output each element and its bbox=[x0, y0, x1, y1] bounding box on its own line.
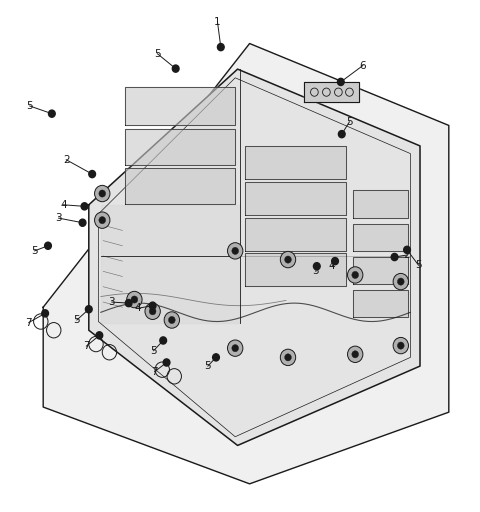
Circle shape bbox=[348, 267, 363, 283]
Text: 5: 5 bbox=[346, 117, 353, 127]
Text: 5: 5 bbox=[31, 246, 38, 256]
Text: 4: 4 bbox=[329, 261, 336, 271]
Polygon shape bbox=[353, 290, 408, 317]
Circle shape bbox=[99, 190, 106, 197]
Circle shape bbox=[42, 310, 48, 317]
Circle shape bbox=[232, 345, 239, 352]
Circle shape bbox=[352, 351, 359, 358]
Circle shape bbox=[213, 354, 219, 361]
Polygon shape bbox=[43, 44, 449, 484]
Circle shape bbox=[393, 337, 408, 354]
Text: 4: 4 bbox=[60, 200, 67, 210]
Text: 7: 7 bbox=[151, 367, 158, 377]
Text: 5: 5 bbox=[154, 49, 161, 59]
Circle shape bbox=[393, 273, 408, 290]
Circle shape bbox=[48, 110, 55, 117]
Text: 3: 3 bbox=[108, 297, 115, 307]
Circle shape bbox=[285, 256, 291, 263]
Circle shape bbox=[95, 185, 110, 202]
Circle shape bbox=[145, 303, 160, 319]
Circle shape bbox=[352, 271, 359, 279]
Circle shape bbox=[232, 247, 239, 254]
Polygon shape bbox=[125, 129, 235, 165]
Polygon shape bbox=[125, 168, 235, 204]
Polygon shape bbox=[353, 257, 408, 284]
Circle shape bbox=[149, 308, 156, 315]
Circle shape bbox=[149, 302, 156, 309]
Polygon shape bbox=[89, 69, 420, 445]
Circle shape bbox=[96, 332, 103, 339]
Polygon shape bbox=[245, 218, 346, 251]
Circle shape bbox=[397, 278, 404, 285]
Circle shape bbox=[160, 337, 167, 344]
Text: 7: 7 bbox=[83, 341, 90, 351]
Circle shape bbox=[338, 131, 345, 138]
Circle shape bbox=[172, 65, 179, 72]
Circle shape bbox=[313, 263, 320, 270]
Circle shape bbox=[168, 316, 175, 324]
Text: 5: 5 bbox=[73, 315, 80, 325]
Polygon shape bbox=[245, 253, 346, 286]
Circle shape bbox=[131, 296, 138, 303]
Polygon shape bbox=[245, 182, 346, 215]
Circle shape bbox=[81, 203, 88, 210]
Circle shape bbox=[217, 44, 224, 51]
Circle shape bbox=[228, 243, 243, 259]
Circle shape bbox=[89, 170, 96, 178]
Text: 2: 2 bbox=[63, 155, 70, 165]
Text: 2: 2 bbox=[404, 250, 410, 260]
Circle shape bbox=[280, 349, 296, 366]
Circle shape bbox=[45, 242, 51, 249]
Circle shape bbox=[95, 212, 110, 228]
Text: 5: 5 bbox=[150, 346, 157, 356]
Circle shape bbox=[280, 251, 296, 268]
Circle shape bbox=[397, 342, 404, 349]
Circle shape bbox=[127, 291, 142, 308]
Text: 4: 4 bbox=[135, 303, 142, 313]
Circle shape bbox=[164, 312, 180, 328]
Circle shape bbox=[85, 306, 92, 313]
Text: 5: 5 bbox=[204, 361, 211, 371]
Circle shape bbox=[348, 346, 363, 362]
Circle shape bbox=[332, 258, 338, 265]
Polygon shape bbox=[353, 224, 408, 251]
Polygon shape bbox=[125, 87, 235, 125]
Polygon shape bbox=[101, 205, 240, 323]
Circle shape bbox=[285, 354, 291, 361]
Circle shape bbox=[228, 340, 243, 356]
Circle shape bbox=[337, 78, 344, 86]
Text: 3: 3 bbox=[55, 213, 62, 223]
Polygon shape bbox=[304, 82, 359, 102]
Text: 5: 5 bbox=[26, 101, 33, 111]
Text: 7: 7 bbox=[25, 317, 32, 328]
Circle shape bbox=[404, 246, 410, 253]
Circle shape bbox=[99, 217, 106, 224]
Circle shape bbox=[125, 300, 132, 307]
Text: 5: 5 bbox=[415, 260, 422, 270]
Text: 3: 3 bbox=[312, 266, 319, 276]
Text: 6: 6 bbox=[360, 60, 366, 71]
Circle shape bbox=[391, 253, 398, 261]
Polygon shape bbox=[245, 146, 346, 179]
Circle shape bbox=[163, 359, 170, 366]
Circle shape bbox=[79, 219, 86, 226]
Polygon shape bbox=[353, 190, 408, 218]
Text: 1: 1 bbox=[214, 16, 221, 27]
